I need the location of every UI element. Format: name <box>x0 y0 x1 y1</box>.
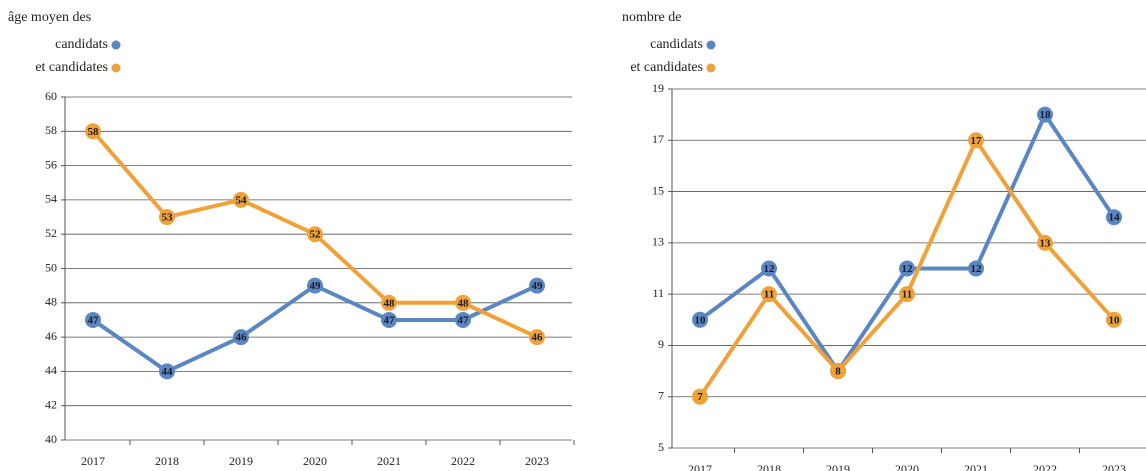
legend-swatch <box>706 40 716 50</box>
y-tick-label: 52 <box>45 226 57 240</box>
data-point <box>1037 106 1053 123</box>
data-point <box>85 311 101 328</box>
x-tick-label: 2022 <box>451 454 475 468</box>
y-tick-label: 44 <box>45 363 57 377</box>
data-point <box>85 123 101 140</box>
y-tick-label: 46 <box>45 329 57 343</box>
chart-title: nombre de <box>622 10 681 25</box>
data-point <box>968 132 984 149</box>
x-tick-label: 2017 <box>688 462 712 471</box>
data-label: 47 <box>88 314 100 326</box>
legend-label: candidats <box>650 37 703 52</box>
legend-swatch <box>706 63 716 73</box>
x-tick-label: 2022 <box>1033 462 1057 471</box>
data-point <box>1037 234 1053 251</box>
y-tick-label: 60 <box>45 89 57 103</box>
data-label: 48 <box>458 297 470 309</box>
data-point <box>307 277 323 294</box>
data-label: 54 <box>236 194 248 206</box>
data-point <box>830 363 846 380</box>
data-label: 14 <box>1109 212 1121 224</box>
x-tick-label: 2020 <box>303 454 327 468</box>
data-point <box>455 294 471 311</box>
data-point <box>1106 311 1122 328</box>
legend-label: et candidates <box>630 60 703 75</box>
data-label: 53 <box>162 212 174 224</box>
data-point <box>968 260 984 277</box>
data-point <box>159 363 175 380</box>
legend-label: et candidates <box>35 60 108 75</box>
y-tick-label: 11 <box>652 286 664 300</box>
data-label: 48 <box>384 297 396 309</box>
y-tick-label: 50 <box>45 260 57 274</box>
data-point <box>381 311 397 328</box>
data-label: 10 <box>1109 314 1121 326</box>
y-tick-label: 5 <box>658 440 664 454</box>
x-tick-label: 2023 <box>1102 462 1126 471</box>
legend-swatch <box>111 63 121 73</box>
x-tick-label: 2020 <box>895 462 919 471</box>
data-label: 17 <box>971 135 983 147</box>
x-tick-label: 2019 <box>826 462 850 471</box>
x-tick-label: 2021 <box>964 462 988 471</box>
data-point <box>692 388 708 405</box>
y-tick-label: 13 <box>652 235 664 249</box>
data-label: 46 <box>532 332 544 344</box>
y-tick-label: 17 <box>652 132 664 146</box>
y-tick-label: 48 <box>45 295 57 309</box>
data-label: 47 <box>384 314 396 326</box>
y-tick-label: 7 <box>658 388 664 402</box>
x-tick-label: 2019 <box>229 454 253 468</box>
data-label: 49 <box>532 280 544 292</box>
data-label: 52 <box>310 229 322 241</box>
y-tick-label: 15 <box>652 183 664 197</box>
data-point <box>455 311 471 328</box>
chart-title: âge moyen des <box>8 10 91 25</box>
data-label: 58 <box>88 126 100 138</box>
data-label: 12 <box>902 263 914 275</box>
data-label: 12 <box>764 263 776 275</box>
x-tick-label: 2023 <box>525 454 549 468</box>
data-point <box>233 329 249 346</box>
legend-label: candidats <box>55 37 108 52</box>
data-point <box>307 226 323 243</box>
data-point <box>899 260 915 277</box>
data-point <box>381 294 397 311</box>
y-tick-label: 54 <box>45 192 57 206</box>
y-tick-label: 56 <box>45 157 57 171</box>
data-label: 7 <box>697 391 703 403</box>
data-label: 47 <box>458 314 470 326</box>
data-point <box>529 329 545 346</box>
series-line <box>91 283 538 374</box>
data-label: 11 <box>902 289 912 301</box>
data-label: 44 <box>162 366 174 378</box>
data-point <box>159 209 175 226</box>
x-tick-label: 2017 <box>81 454 105 468</box>
y-tick-label: 40 <box>45 432 57 446</box>
data-label: 8 <box>835 366 841 378</box>
data-point <box>1106 209 1122 226</box>
x-tick-label: 2018 <box>155 454 179 468</box>
data-label: 49 <box>310 280 322 292</box>
data-point <box>761 260 777 277</box>
data-label: 10 <box>695 314 707 326</box>
data-point <box>233 191 249 208</box>
legend-swatch <box>111 40 121 50</box>
data-label: 11 <box>764 289 774 301</box>
x-tick-label: 2021 <box>377 454 401 468</box>
data-label: 18 <box>1040 109 1052 121</box>
data-point <box>899 286 915 303</box>
data-label: 12 <box>971 263 983 275</box>
y-tick-label: 42 <box>45 397 57 411</box>
y-tick-label: 19 <box>652 81 664 95</box>
data-point <box>529 277 545 294</box>
y-tick-label: 58 <box>45 123 57 137</box>
data-label: 13 <box>1040 237 1052 249</box>
y-tick-label: 9 <box>658 337 664 351</box>
data-point <box>692 311 708 328</box>
x-tick-label: 2018 <box>757 462 781 471</box>
data-label: 46 <box>236 332 248 344</box>
data-point <box>761 286 777 303</box>
